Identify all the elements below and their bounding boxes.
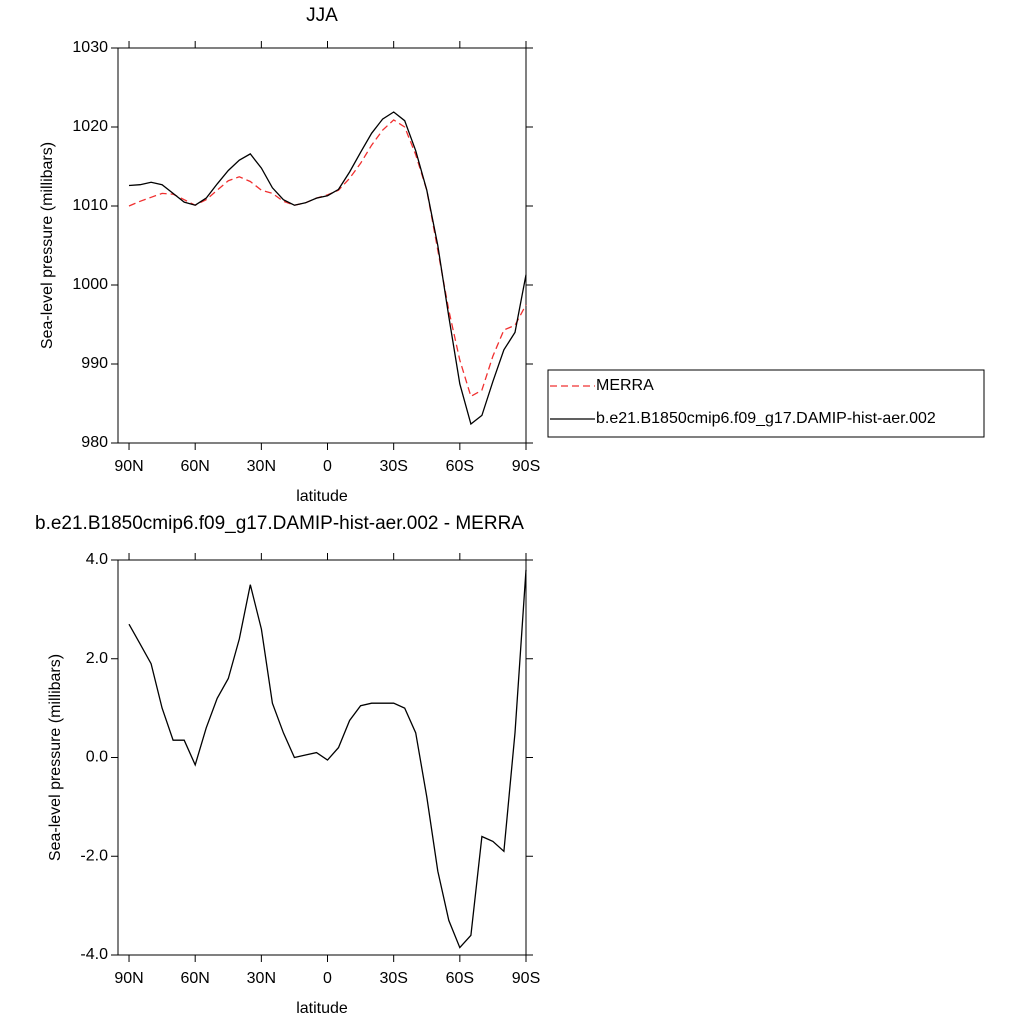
y-tick-label: 0.0 bbox=[86, 749, 108, 766]
y-tick-label: 990 bbox=[81, 355, 108, 372]
y-tick-label: 4.0 bbox=[86, 551, 108, 568]
x-tick-label: 90S bbox=[512, 970, 540, 987]
x-axis-label: latitude bbox=[296, 1000, 348, 1017]
y-axis-label: Sea-level pressure (millibars) bbox=[47, 654, 64, 861]
series-line bbox=[128, 111, 527, 426]
series-line bbox=[128, 569, 527, 949]
y-tick-label: -2.0 bbox=[80, 847, 108, 864]
x-tick-label: 30S bbox=[379, 458, 407, 475]
y-tick-label: -4.0 bbox=[80, 946, 108, 963]
x-tick-label: 0 bbox=[323, 458, 332, 475]
y-axis-label: Sea-level pressure (millibars) bbox=[39, 142, 56, 349]
x-tick-label: 60S bbox=[446, 970, 474, 987]
plot-frame bbox=[117, 47, 527, 444]
x-tick-label: 90N bbox=[114, 458, 143, 475]
x-axis-label: latitude bbox=[296, 488, 348, 505]
x-tick-label: 60N bbox=[181, 458, 210, 475]
y-tick-label: 1030 bbox=[72, 39, 108, 56]
x-tick-label: 60S bbox=[446, 458, 474, 475]
x-tick-label: 0 bbox=[323, 970, 332, 987]
y-tick-label: 1010 bbox=[72, 197, 108, 214]
chart-title: b.e21.B1850cmip6.f09_g17.DAMIP-hist-aer.… bbox=[35, 513, 524, 534]
x-tick-label: 60N bbox=[181, 970, 210, 987]
x-tick-label: 90S bbox=[512, 458, 540, 475]
y-tick-label: 1020 bbox=[72, 118, 108, 135]
x-tick-label: 30N bbox=[247, 458, 276, 475]
y-tick-label: 1000 bbox=[72, 276, 108, 293]
legend-label: b.e21.B1850cmip6.f09_g17.DAMIP-hist-aer.… bbox=[596, 410, 936, 427]
legend-label: MERRA bbox=[596, 377, 654, 394]
series-line bbox=[128, 119, 527, 398]
legend-box bbox=[547, 369, 985, 438]
y-tick-label: 980 bbox=[81, 434, 108, 451]
x-tick-label: 30S bbox=[379, 970, 407, 987]
x-tick-label: 90N bbox=[114, 970, 143, 987]
chart-title: JJA bbox=[306, 5, 338, 26]
plot-frame bbox=[117, 559, 527, 956]
y-tick-label: 2.0 bbox=[86, 650, 108, 667]
x-tick-label: 30N bbox=[247, 970, 276, 987]
